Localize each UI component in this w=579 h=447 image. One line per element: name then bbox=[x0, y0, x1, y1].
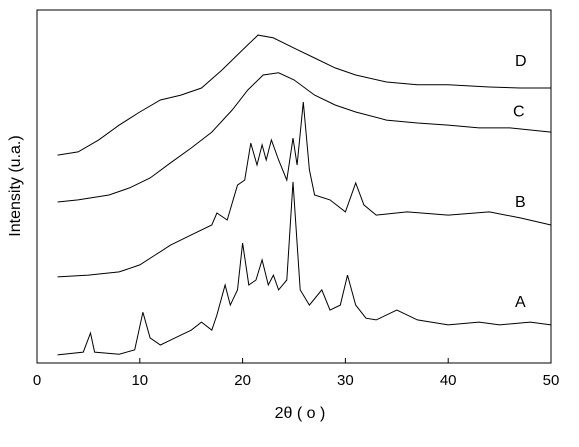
x-tick-label: 40 bbox=[440, 372, 457, 389]
x-tick-label: 30 bbox=[337, 372, 354, 389]
series-line bbox=[57, 34, 551, 156]
x-tick-label: 50 bbox=[543, 372, 560, 389]
plot-frame bbox=[36, 9, 552, 364]
x-axis-label: 2θ ( o ) bbox=[275, 405, 326, 422]
series-label: B bbox=[515, 194, 526, 211]
x-tick-label: 10 bbox=[131, 372, 148, 389]
x-tick-label: 0 bbox=[33, 372, 41, 389]
series-label: C bbox=[513, 103, 525, 120]
series-label: D bbox=[515, 53, 527, 70]
series-line bbox=[57, 181, 552, 356]
series-line bbox=[57, 102, 552, 278]
y-axis-label: Intensity (u.a.) bbox=[7, 135, 24, 236]
series-line bbox=[57, 72, 552, 203]
series-label: A bbox=[515, 294, 526, 311]
x-tick-label: 20 bbox=[234, 372, 251, 389]
